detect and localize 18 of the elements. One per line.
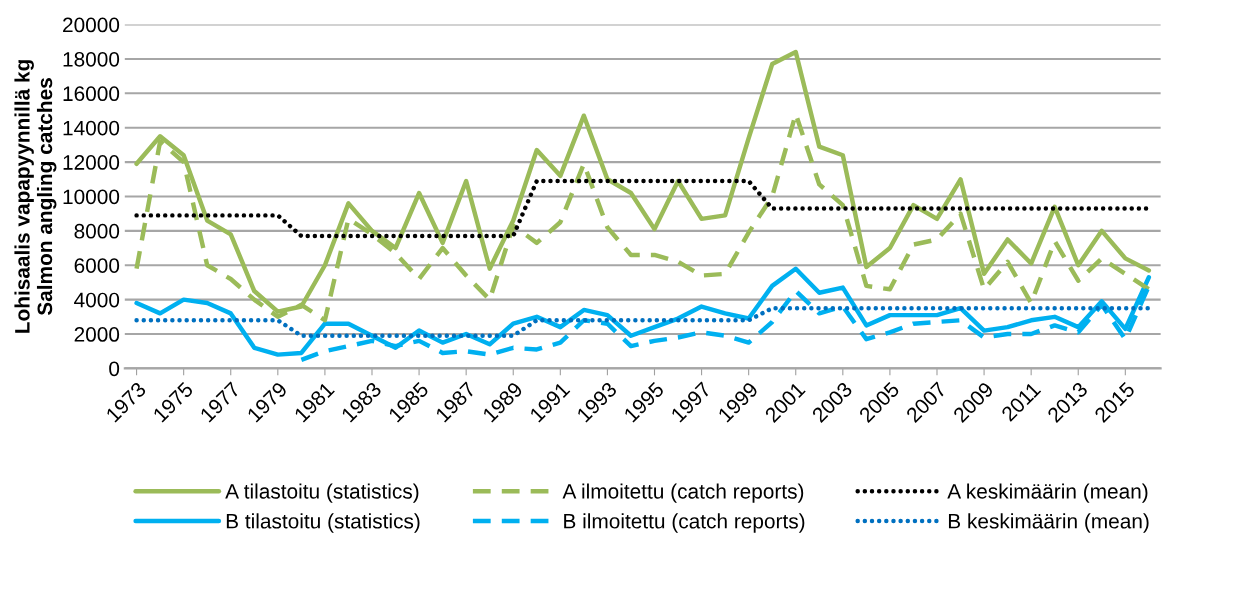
y-tick-label: 2000 (74, 327, 120, 342)
legend-label: B keskimäärin (mean) (948, 513, 1149, 533)
y-tick-label: 18000 (63, 51, 120, 67)
y-tick-label: 14000 (63, 120, 120, 136)
legend-label: A ilmoitettu (catch reports) (562, 483, 804, 503)
legend-label: B tilastoitu (statistics) (226, 513, 420, 533)
y-tick-label: 6000 (74, 258, 120, 273)
y-tick-label: 0 (109, 361, 120, 377)
y-tick-label: 12000 (63, 155, 120, 170)
y-tick-label: 16000 (63, 86, 120, 102)
legend-label: A tilastoitu (statistics) (225, 483, 419, 503)
y-tick-label: 4000 (74, 292, 120, 308)
legend-label: A keskimäärin (mean) (947, 483, 1148, 503)
y-tick-label: 20000 (63, 17, 120, 33)
y-tick-label: 8000 (74, 223, 120, 239)
y-tick-label: 10000 (63, 189, 120, 205)
legend-label: B ilmoitettu (catch reports) (564, 513, 805, 533)
y-axis-title: Lohisaalis vapapyynnillä kg Salmon angling catches (14, 60, 57, 333)
